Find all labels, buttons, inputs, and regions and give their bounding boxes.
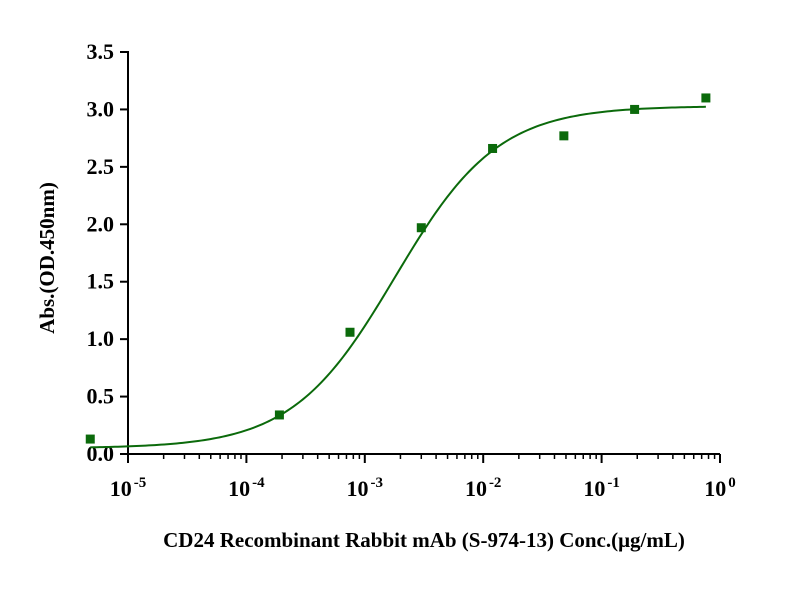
x-tick-label: 10 -2 [465, 475, 502, 501]
y-tick-label: 2.5 [87, 154, 115, 179]
data-point [85, 434, 95, 444]
points-layer [85, 93, 711, 444]
x-tick-label: 10 -4 [228, 475, 265, 501]
y-tick-label: 3.0 [87, 96, 115, 121]
x-tick-label-base: 10 [110, 476, 132, 501]
x-tick-label: 10 -5 [110, 475, 147, 501]
x-tick-label-base: 10 [465, 476, 487, 501]
x-tick-label: 10 -3 [347, 475, 384, 501]
y-tick-label: 0.5 [87, 384, 115, 409]
x-tick-label-exponent: -2 [489, 475, 502, 491]
x-tick-label-exponent: -1 [607, 475, 620, 491]
data-point [559, 131, 569, 141]
axes-layer: 0.00.51.01.52.02.53.03.510 -5 10 -4 10 -3 10 -2… [87, 39, 736, 501]
x-tick-label-exponent: -4 [252, 475, 265, 491]
fit-curve-line [90, 105, 706, 449]
y-tick-label: 2.0 [87, 211, 115, 236]
data-point [274, 410, 284, 420]
y-axis-label: Abs.(OD.450nm) [35, 182, 59, 334]
x-axis-label: CD24 Recombinant Rabbit mAb (S-974-13) C… [163, 528, 685, 552]
x-tick-label-base: 10 [583, 476, 605, 501]
y-tick-label: 0.0 [87, 441, 115, 466]
curve-layer [90, 105, 706, 449]
x-tick-label-base: 10 [228, 476, 250, 501]
data-point [488, 143, 498, 153]
x-tick-label-base: 10 [347, 476, 369, 501]
y-tick-label: 1.5 [87, 269, 115, 294]
x-tick-label-exponent: 0 [728, 475, 736, 491]
x-tick-label-exponent: -5 [134, 475, 147, 491]
data-point [630, 104, 640, 114]
data-point [345, 327, 355, 337]
x-tick-label-base: 10 [704, 476, 726, 501]
labels-layer: Abs.(OD.450nm) CD24 Recombinant Rabbit m… [35, 182, 685, 552]
y-tick-label: 1.0 [87, 326, 115, 351]
x-tick-label: 10 0 [704, 475, 736, 501]
x-tick-label: 10 -1 [583, 475, 620, 501]
data-point [416, 223, 426, 233]
data-point [701, 93, 711, 103]
x-tick-label-exponent: -3 [371, 475, 384, 491]
y-tick-label: 3.5 [87, 39, 115, 64]
